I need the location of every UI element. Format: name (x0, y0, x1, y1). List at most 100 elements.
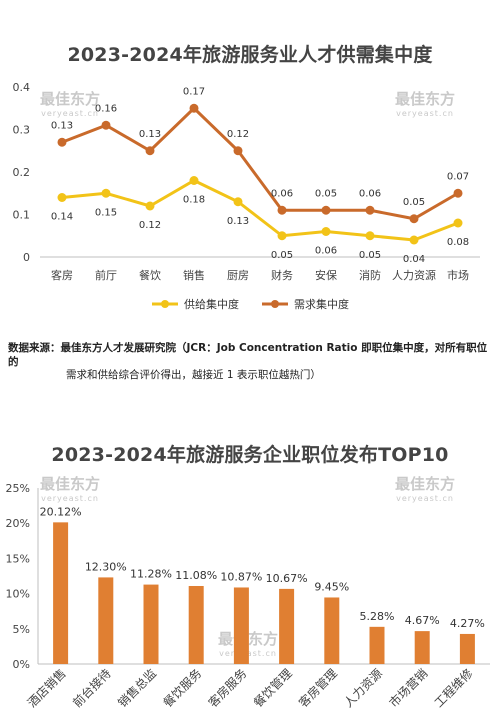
x-tick-label: 安保 (315, 268, 337, 282)
x-tick-label: 酒店销售 (24, 666, 69, 711)
data-label: 0.05 (403, 197, 425, 208)
y-tick-label: 0.3 (13, 124, 31, 137)
y-tick-label: 0% (13, 658, 30, 671)
data-point (365, 231, 375, 241)
x-tick-label: 厨房 (227, 269, 249, 282)
y-tick-label: 0.1 (13, 209, 31, 222)
data-point (321, 227, 331, 236)
data-point (233, 146, 243, 156)
bar-value-label: 9.45% (314, 580, 349, 593)
x-tick-label: 销售总监 (115, 666, 160, 711)
legend-label: 需求集中度 (294, 297, 349, 311)
x-tick-label: 餐饮服务 (160, 666, 205, 711)
series-line (61, 178, 459, 242)
x-tick-label: 客房管理 (295, 666, 340, 711)
x-tick-label: 客房 (51, 268, 73, 282)
data-point (57, 137, 67, 147)
data-point (453, 218, 463, 228)
data-label: 0.13 (139, 129, 161, 140)
legend-marker (161, 300, 169, 308)
bar-value-label: 12.30% (85, 560, 127, 573)
chart1-title: 2023-2024年旅游服务业人才供需集中度 (67, 44, 433, 66)
data-label: 0.08 (447, 237, 469, 248)
bar (459, 633, 475, 664)
data-point (189, 176, 199, 185)
data-label: 0.12 (139, 220, 161, 231)
data-point (189, 103, 199, 113)
data-point (233, 197, 243, 207)
y-tick-label: 20% (6, 517, 30, 530)
data-label: 0.13 (227, 216, 249, 227)
data-label: 0.14 (51, 212, 73, 223)
y-tick-label: 10% (6, 588, 30, 601)
y-tick-label: 0.2 (13, 166, 31, 179)
x-tick-label: 市场营销 (386, 666, 431, 711)
y-tick-label: 15% (6, 552, 30, 565)
data-label: 0.04 (403, 254, 425, 265)
data-label: 0.17 (183, 86, 205, 97)
data-label: 0.18 (183, 195, 205, 206)
series-line (61, 106, 459, 221)
bar (324, 597, 340, 664)
data-label: 0.12 (227, 129, 249, 140)
data-point (277, 231, 287, 241)
data-label: 0.15 (95, 207, 117, 218)
data-point (365, 205, 375, 215)
x-tick-label: 消防 (359, 268, 381, 282)
data-point (277, 205, 287, 215)
bar-value-label: 10.67% (266, 572, 308, 585)
y-tick-label: 0.4 (13, 81, 31, 94)
data-point (101, 188, 111, 198)
data-label: 0.06 (315, 246, 337, 257)
data-point (453, 188, 463, 198)
data-label: 0.13 (51, 120, 73, 131)
chart2-title: 2023-2024年旅游服务企业职位发布TOP10 (51, 444, 449, 466)
bar (279, 588, 295, 664)
bar (369, 626, 385, 664)
legend-label: 供给集中度 (184, 297, 239, 311)
x-tick-label: 餐饮管理 (250, 666, 295, 711)
data-point (145, 146, 155, 156)
bar-value-label: 5.28% (360, 610, 395, 623)
data-label: 0.07 (447, 171, 469, 182)
data-label: 0.05 (271, 250, 293, 261)
x-tick-label: 人力资源 (341, 666, 385, 710)
x-tick-label: 工程维修 (431, 666, 476, 711)
y-tick-label: 5% (13, 623, 30, 636)
bar-value-label: 10.87% (220, 570, 262, 583)
data-label: 0.05 (315, 188, 337, 199)
x-tick-label: 餐饮 (139, 268, 161, 282)
bar (143, 584, 159, 664)
data-point (145, 201, 155, 211)
data-point (57, 193, 67, 202)
data-label: 0.06 (359, 188, 381, 199)
x-tick-label: 财务 (271, 268, 293, 282)
x-tick-label: 人力资源 (392, 268, 436, 282)
x-tick-label: 前厅 (95, 268, 117, 282)
data-point (101, 120, 111, 130)
x-tick-label: 市场 (447, 268, 469, 282)
x-tick-label: 客房服务 (205, 666, 250, 711)
bar (233, 587, 249, 664)
data-source-note: 数据来源：最佳东方人才发展研究院（JCR：Job Concentration R… (8, 342, 488, 368)
data-source-note-cont: 需求和供给综合评价得出，越接近 1 表示职位越热门） (66, 369, 321, 381)
data-label: 0.16 (95, 103, 117, 114)
data-point (409, 214, 419, 224)
bar-value-label: 11.28% (130, 568, 172, 581)
bar (53, 522, 69, 664)
x-tick-label: 销售 (183, 268, 205, 282)
bar-value-label: 4.67% (405, 614, 440, 627)
bar-value-label: 4.27% (450, 617, 485, 630)
data-point (409, 235, 419, 245)
bar-value-label: 20.12% (40, 505, 82, 518)
y-tick-label: 0 (23, 251, 30, 264)
y-tick-label: 25% (6, 482, 30, 495)
data-label: 0.06 (271, 188, 293, 199)
data-label: 0.05 (359, 250, 381, 261)
data-point (321, 205, 331, 215)
